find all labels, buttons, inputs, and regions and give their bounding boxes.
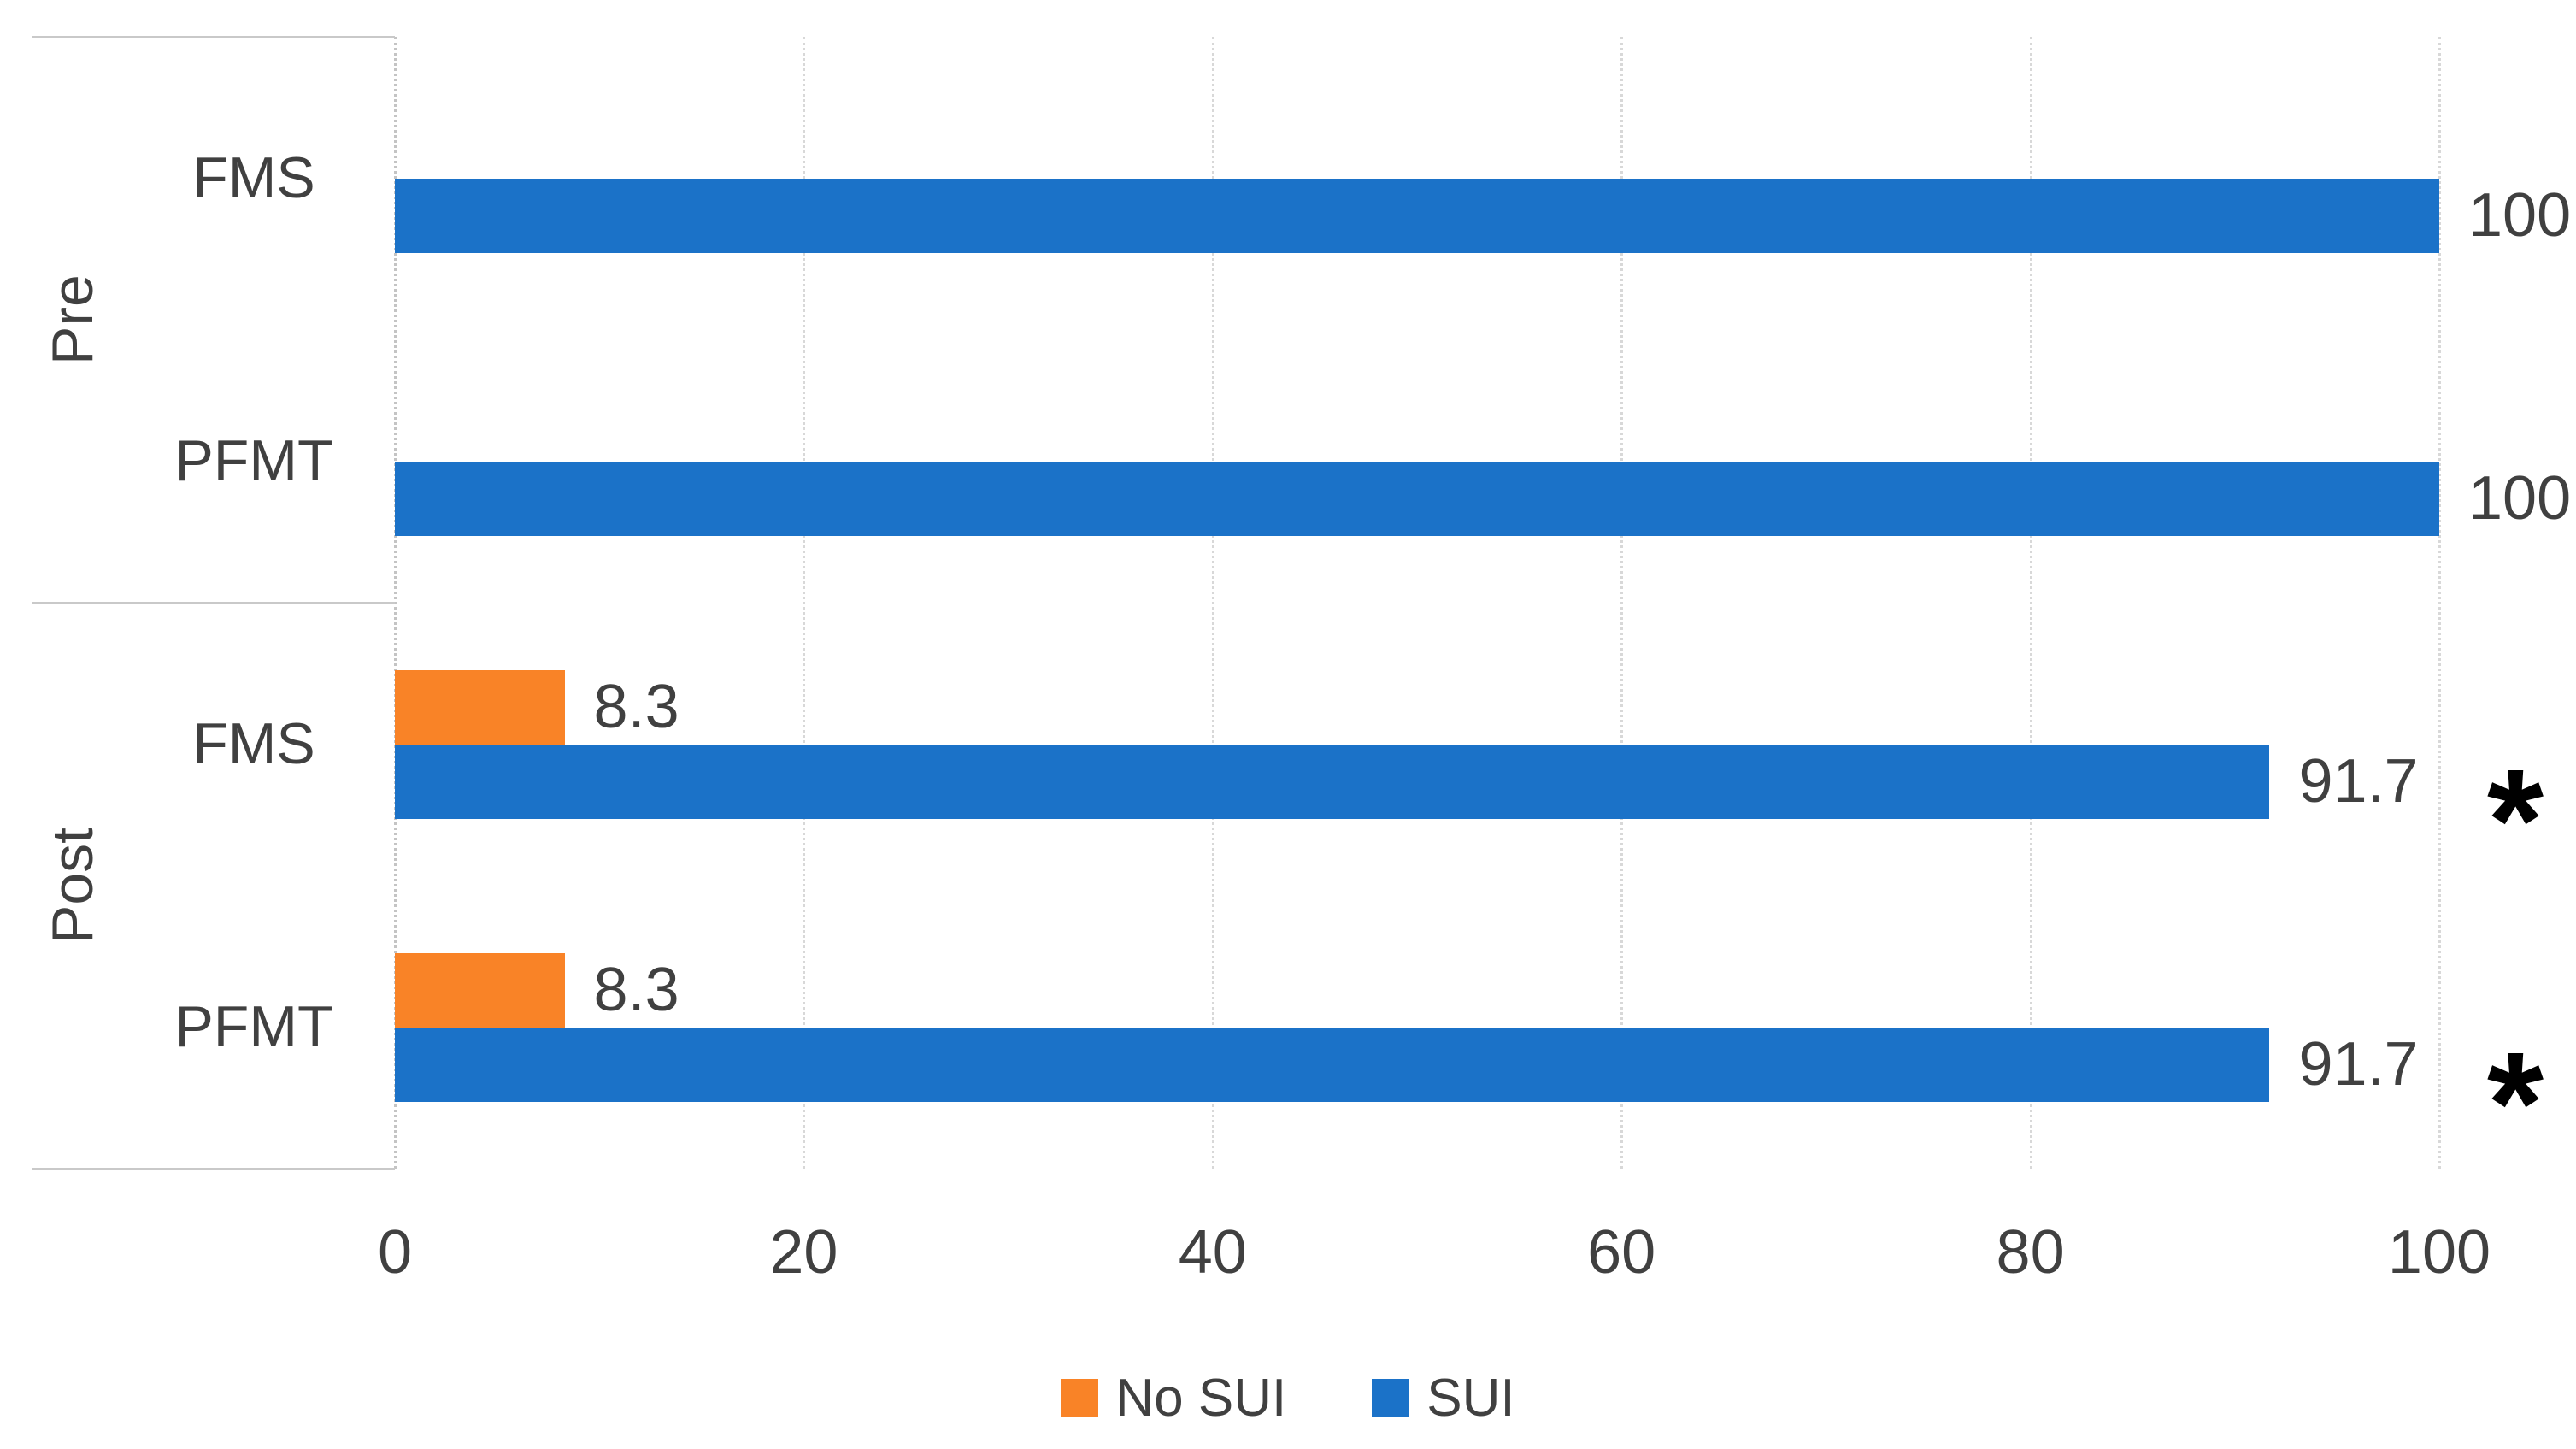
gridline-60 [1620,37,1624,1169]
data-label: 100 [2468,180,2572,250]
significance-asterisk: * [2486,739,2544,902]
category-label-pfmt-1: PFMT [174,428,333,493]
group-separator [32,1168,395,1170]
bar-post-fms-no-sui [395,669,565,745]
x-tick-label-60: 60 [1587,1218,1656,1287]
category-label-fms-2: FMS [192,711,315,776]
data-label: 91.7 [2298,1029,2419,1099]
category-label-fms-0: FMS [192,145,315,210]
bar-post-fms-sui [395,744,2270,819]
x-tick-label-40: 40 [1178,1218,1247,1287]
legend-swatch-no-sui [1061,1379,1099,1417]
legend: No SUI SUI [0,1362,2576,1434]
bar-pre-pfmt-sui [395,461,2439,536]
legend-entry-sui: SUI [1372,1368,1515,1428]
data-label: 8.3 [593,672,679,741]
legend-entry-no-sui: No SUI [1061,1368,1286,1428]
data-label: 100 [2468,463,2572,533]
value-axis-line [394,37,397,1169]
gridline-40 [1211,37,1214,1169]
legend-label: No SUI [1115,1368,1287,1428]
bar-post-pfmt-no-sui [395,952,565,1028]
bar-post-pfmt-sui [395,1027,2270,1102]
legend-label: SUI [1426,1368,1515,1428]
data-label: 8.3 [593,955,679,1024]
group-separator [32,36,395,38]
x-tick-label-0: 0 [377,1218,413,1287]
gridline-20 [803,37,806,1169]
gridline-100 [2438,37,2441,1169]
x-tick-label-80: 80 [1996,1218,2065,1287]
x-tick-label-100: 100 [2387,1218,2491,1287]
x-tick-label-20: 20 [769,1218,838,1287]
bar-pre-fms-sui [395,178,2439,253]
group-separator [32,602,395,604]
category-label-pfmt-3: PFMT [174,994,333,1059]
significance-asterisk: * [2486,1022,2544,1185]
data-label: 91.7 [2298,746,2419,816]
legend-swatch-sui [1372,1379,1410,1417]
gridline-80 [2029,37,2032,1169]
